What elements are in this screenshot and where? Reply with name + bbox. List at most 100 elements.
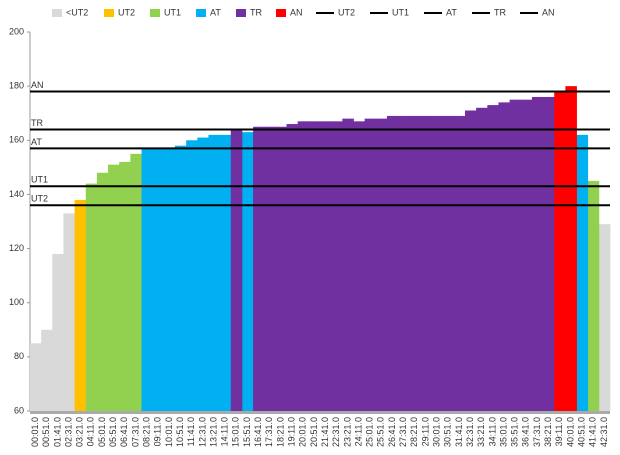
legend-swatch <box>276 9 286 17</box>
x-tick-label: 03:21.0 <box>75 417 85 447</box>
x-tick-label: 25:51.0 <box>376 417 386 447</box>
legend-label: TR <box>250 7 262 17</box>
bar <box>241 132 254 411</box>
legend-label: AN <box>290 7 303 17</box>
bar <box>152 148 165 411</box>
x-tick-label: 13:21.0 <box>208 417 218 447</box>
x-tick-label: 31:41.0 <box>454 417 464 447</box>
x-tick-label: 09:11.0 <box>153 417 163 446</box>
y-tick-label: 60 <box>14 405 24 415</box>
bar <box>41 329 53 411</box>
x-tick-label: 10:51.0 <box>175 417 185 447</box>
x-tick-label: 41:41.0 <box>588 417 598 447</box>
x-tick-label: 00:51.0 <box>41 417 51 447</box>
x-tick-label: 24:11.0 <box>353 417 363 446</box>
x-tick-label: 11:41.0 <box>186 417 196 446</box>
bar <box>364 118 377 411</box>
bar <box>453 115 466 412</box>
bar <box>74 199 87 411</box>
x-tick-label: 01:41.0 <box>52 417 62 447</box>
bar <box>531 96 544 411</box>
bar <box>130 153 142 412</box>
bar <box>587 180 600 411</box>
bar <box>219 134 232 411</box>
threshold-label: AT <box>31 137 42 147</box>
bar <box>442 115 455 412</box>
bar <box>520 99 533 411</box>
bar <box>175 145 187 411</box>
y-tick-label: 160 <box>9 135 24 145</box>
x-tick-label: 35:01.0 <box>498 417 508 447</box>
x-tick-label: 08:21.0 <box>141 417 151 447</box>
x-tick-label: 05:01.0 <box>97 417 107 447</box>
bar <box>108 164 120 411</box>
y-tick-label: 200 <box>9 26 24 36</box>
legend-swatch <box>236 9 246 17</box>
legend-label: <UT2 <box>66 7 88 17</box>
bar <box>52 253 64 411</box>
x-tick-label: 28:21.0 <box>409 417 419 447</box>
threshold-label: UT2 <box>31 194 48 204</box>
bar <box>509 99 522 411</box>
bar <box>398 115 410 412</box>
x-tick-label: 26:41.0 <box>387 417 397 447</box>
x-tick-label: 12:31.0 <box>197 417 207 447</box>
bar <box>30 343 42 411</box>
x-tick-label: 10:01.0 <box>164 417 174 447</box>
legend-label: AN <box>542 7 555 17</box>
bar <box>431 115 444 412</box>
x-tick-label: 05:51.0 <box>108 417 118 447</box>
bar <box>275 126 287 411</box>
x-tick-label: 15:01.0 <box>231 417 241 447</box>
x-tick-label: 38:21.0 <box>543 417 553 447</box>
bar <box>308 121 321 411</box>
bar <box>409 115 421 412</box>
x-tick-label: 23:21.0 <box>342 417 352 447</box>
bar <box>208 134 221 411</box>
legend-label: AT <box>446 7 457 17</box>
bar <box>253 126 265 411</box>
x-tick-label: 37:31.0 <box>532 417 542 447</box>
bar <box>420 115 432 412</box>
bar <box>476 107 488 412</box>
bar <box>85 183 98 411</box>
x-tick-label: 18:21.0 <box>275 417 285 447</box>
x-tick-label: 29:11.0 <box>420 417 430 446</box>
bar <box>386 115 399 412</box>
bar <box>320 121 332 411</box>
bar <box>498 102 511 411</box>
bar <box>342 118 354 411</box>
bar <box>230 129 243 411</box>
bar <box>63 213 76 411</box>
legend-label: AT <box>210 7 221 17</box>
y-tick-label: 180 <box>9 81 24 91</box>
x-tick-label: 33:21.0 <box>476 417 486 447</box>
bar <box>465 110 477 411</box>
x-axis <box>30 411 610 414</box>
bar <box>565 86 577 412</box>
y-tick-label: 140 <box>9 189 24 199</box>
x-tick-label: 36:41.0 <box>521 417 531 447</box>
legend-swatch <box>150 9 160 17</box>
y-tick-label: 120 <box>9 243 24 253</box>
legend-label: UT2 <box>118 7 135 17</box>
x-tick-label: 25:01.0 <box>365 417 375 447</box>
x-tick-label: 04:11.0 <box>86 417 96 446</box>
x-tick-label: 16:41.0 <box>253 417 263 447</box>
y-tick-label: 80 <box>14 351 24 361</box>
legend-swatch <box>52 9 62 17</box>
legend-label: TR <box>494 7 506 17</box>
bar <box>141 148 154 411</box>
legend-swatch <box>196 9 206 17</box>
x-tick-label: 30:01.0 <box>431 417 441 447</box>
x-tick-label: 15:51.0 <box>242 417 252 447</box>
legend-label: UT1 <box>164 7 181 17</box>
y-tick-label: 100 <box>9 297 24 307</box>
x-tick-label: 30:51.0 <box>443 417 453 447</box>
x-tick-label: 02:31.0 <box>63 417 73 447</box>
x-tick-label: 07:31.0 <box>130 417 140 447</box>
x-tick-label: 22:31.0 <box>331 417 341 447</box>
bar <box>353 121 366 411</box>
bar <box>197 137 209 412</box>
